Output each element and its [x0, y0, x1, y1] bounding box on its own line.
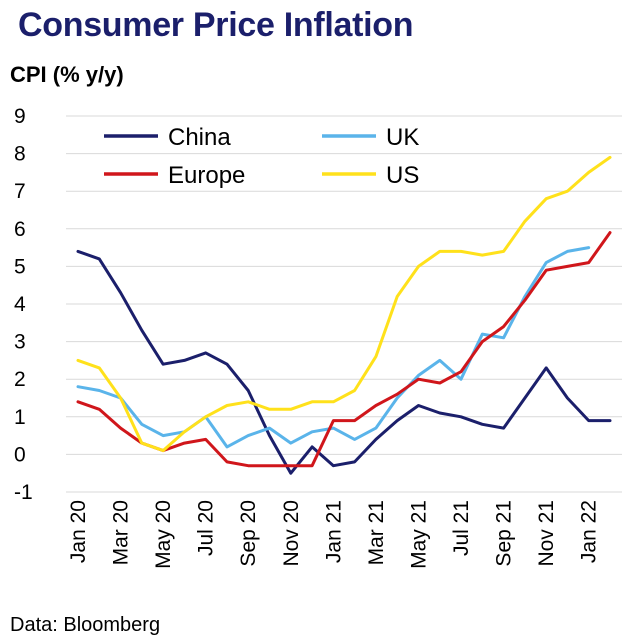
x-tick-label: Jan 21: [322, 500, 345, 563]
y-tick-label: 3: [14, 331, 26, 354]
legend: China UK Europe US: [104, 124, 419, 189]
legend-label-china: China: [168, 124, 231, 151]
y-tick-label: 4: [14, 293, 26, 316]
y-tick-label: -1: [14, 481, 33, 504]
y-tick-label: 7: [14, 180, 26, 203]
y-tick-label: 2: [14, 368, 26, 391]
x-tick-label: Mar 21: [365, 500, 388, 565]
x-tick-label: Nov 20: [280, 500, 303, 567]
y-tick-label: 5: [14, 255, 26, 278]
y-tick-label: 1: [14, 406, 26, 429]
y-tick-label: 0: [14, 443, 26, 466]
legend-label-europe: Europe: [168, 162, 245, 189]
series-lines: [76, 155, 612, 475]
series-line-china: [76, 249, 612, 475]
x-tick-label: May 20: [152, 500, 175, 569]
legend-label-uk: UK: [386, 124, 419, 151]
x-tick-label: Sep 21: [493, 500, 516, 567]
gridlines: [66, 115, 622, 493]
x-tick-label: Jan 22: [578, 500, 601, 563]
x-tick-label: Jan 20: [67, 500, 90, 563]
x-axis-ticks: Jan 20 Mar 20 May 20 Jul 20 Sep 20 Nov 20 Jan …: [67, 500, 601, 569]
x-tick-label: Nov 21: [535, 500, 558, 567]
x-tick-label: Sep 20: [237, 500, 260, 567]
y-tick-label: 8: [14, 143, 26, 166]
legend-label-us: US: [386, 162, 419, 189]
y-axis-ticks: -1 0 1 2 3 4 5 6 7 8 9: [14, 105, 33, 504]
x-tick-label: Jul 21: [450, 500, 473, 556]
source-note: Data: Bloomberg: [10, 614, 161, 636]
y-tick-label: 9: [14, 105, 26, 128]
y-axis-title: CPI (% y/y): [10, 62, 124, 87]
x-tick-label: Mar 20: [110, 500, 133, 565]
x-tick-label: Jul 20: [195, 500, 218, 556]
series-line-europe: [76, 231, 612, 468]
series-line-us: [76, 155, 612, 453]
chart-title: Consumer Price Inflation: [18, 6, 414, 44]
series-line-uk: [76, 246, 591, 449]
y-tick-label: 6: [14, 218, 26, 241]
x-tick-label: May 21: [407, 500, 430, 569]
